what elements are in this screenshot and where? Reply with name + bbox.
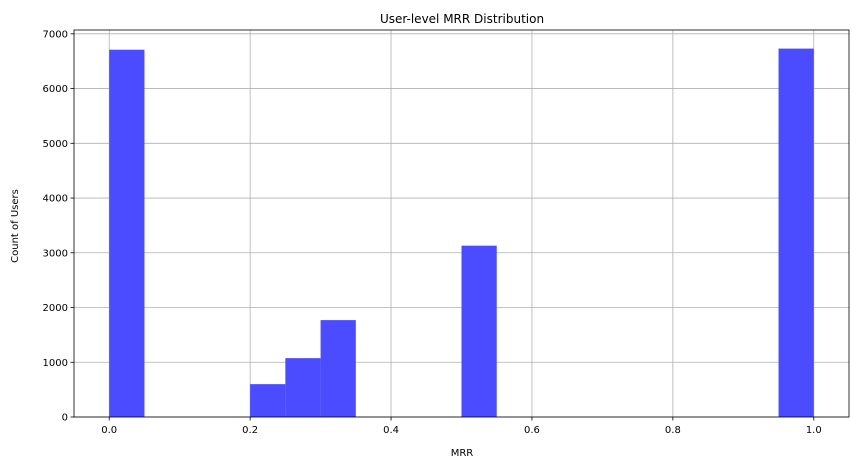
y-tick-label: 1000	[43, 358, 68, 369]
histogram-bar	[285, 358, 321, 417]
x-tick-label: 1.0	[806, 425, 822, 436]
x-tick-label: 0.8	[665, 425, 681, 436]
y-tick-label: 3000	[43, 248, 68, 259]
x-tick-label: 0.4	[383, 425, 399, 436]
y-tick-label: 4000	[43, 194, 68, 205]
bars	[109, 48, 814, 418]
y-tick-label: 0	[62, 413, 68, 424]
y-axis-ticks: 0 1000 2000 3000 4000 5000 6000 7000	[43, 29, 74, 424]
x-tick-label: 0.6	[524, 425, 540, 436]
histogram-bar	[320, 320, 356, 417]
y-axis-label: Count of Users	[10, 189, 21, 263]
plot-frame	[73, 29, 850, 418]
y-tick-label: 2000	[43, 303, 68, 314]
histogram-bar	[461, 245, 497, 417]
y-tick-label: 7000	[43, 29, 68, 40]
y-tick-label: 5000	[43, 139, 68, 150]
chart-title: User-level MRR Distribution	[380, 12, 544, 26]
y-tick-label: 6000	[43, 84, 68, 95]
x-tick-label: 0.2	[242, 425, 258, 436]
x-axis-ticks: 0.0 0.2 0.4 0.6 0.8 1.0	[101, 417, 822, 436]
histogram-bar	[250, 384, 286, 417]
histogram-bar	[109, 49, 145, 417]
x-axis-label: MRR	[451, 448, 474, 459]
x-tick-label: 0.0	[101, 425, 117, 436]
histogram-bar	[778, 48, 814, 418]
